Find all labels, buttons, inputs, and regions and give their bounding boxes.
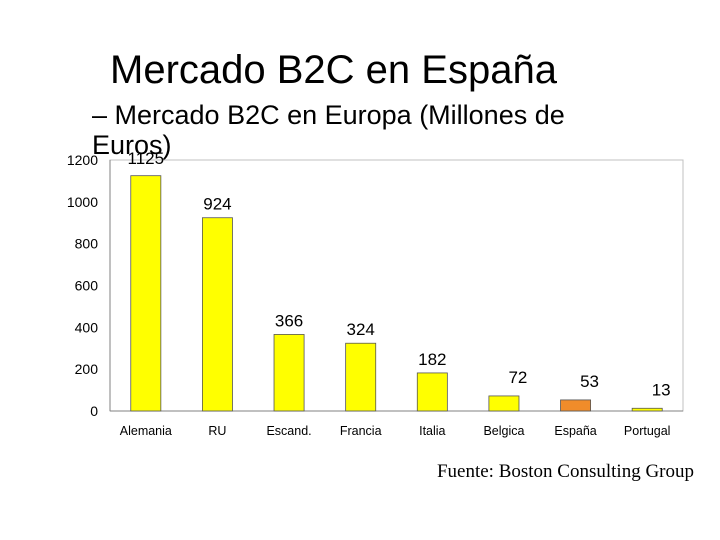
y-tick-label: 1200 — [67, 152, 98, 168]
x-tick-label: Portugal — [624, 424, 671, 438]
bar — [345, 342, 377, 412]
bar — [631, 407, 663, 412]
y-tick-label: 1000 — [67, 194, 98, 210]
source-note: Fuente: Boston Consulting Group — [436, 461, 694, 482]
x-tick-label: España — [554, 424, 596, 438]
bar — [130, 175, 162, 412]
y-tick-label: 400 — [75, 319, 99, 335]
y-tick-label: 800 — [75, 236, 99, 252]
bar — [201, 217, 233, 412]
bar — [488, 395, 520, 412]
data-label: 366 — [275, 311, 303, 330]
x-tick-label: Belgica — [483, 424, 524, 438]
x-tick-label: Francia — [340, 424, 382, 438]
data-label: 182 — [418, 350, 446, 369]
bar — [560, 399, 592, 412]
x-tick-label: Escand. — [266, 424, 311, 438]
data-label: 53 — [580, 372, 599, 391]
data-label: 13 — [652, 380, 671, 399]
data-label: 324 — [347, 320, 375, 339]
bar — [273, 334, 305, 412]
y-tick-label: 0 — [90, 403, 98, 419]
data-label: 1125 — [128, 149, 165, 168]
x-tick-label: RU — [208, 424, 226, 438]
chart-subtitle: – Mercado B2C en Europa (Millones de Eur… — [92, 100, 565, 160]
y-tick-label: 600 — [75, 278, 99, 294]
bar — [416, 372, 448, 412]
x-tick-label: Italia — [419, 424, 445, 438]
page-title: Mercado B2C en España — [110, 48, 557, 92]
y-tick-label: 200 — [75, 361, 99, 377]
x-tick-label: Alemania — [120, 424, 172, 438]
data-label: 924 — [203, 195, 231, 214]
data-label: 72 — [508, 368, 527, 387]
